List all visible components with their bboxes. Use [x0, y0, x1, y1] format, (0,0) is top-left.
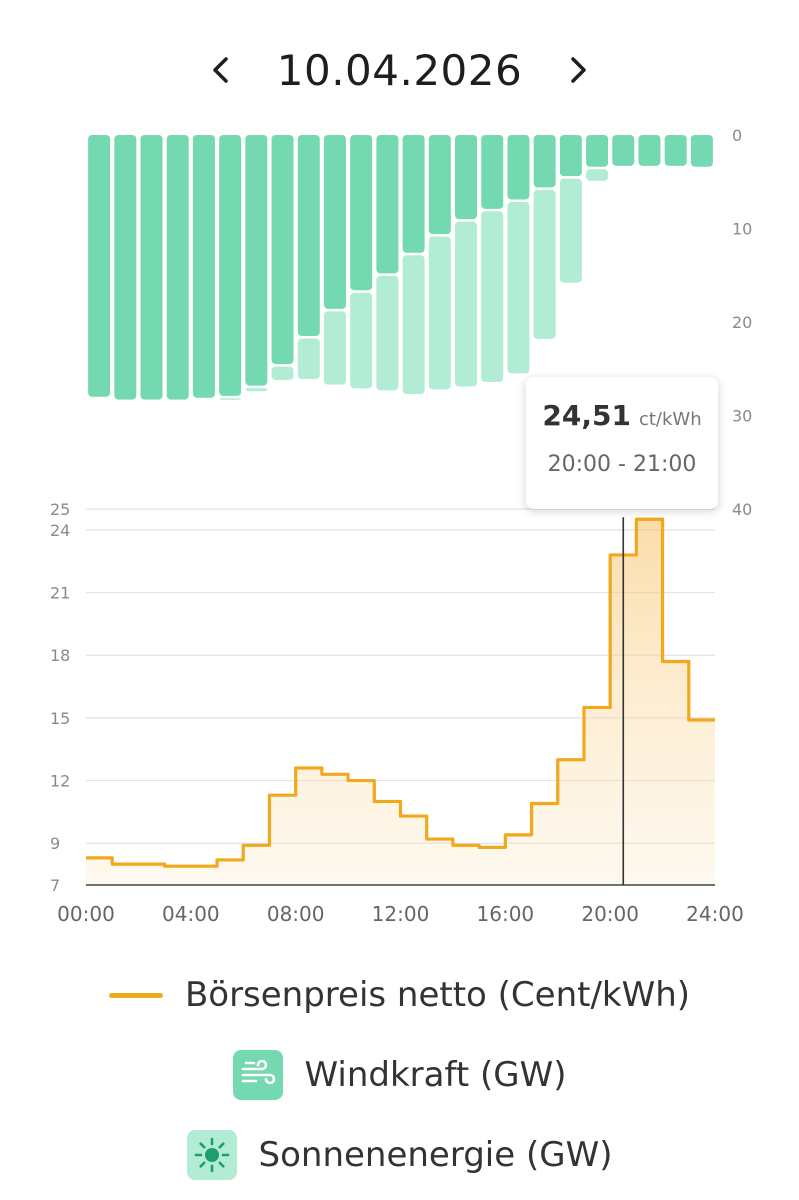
wind-bar[interactable] — [481, 135, 504, 209]
solar-bar[interactable] — [271, 366, 294, 380]
legend-item-price[interactable]: Börsenpreis netto (Cent/kWh) — [0, 955, 799, 1035]
wind-bar[interactable] — [140, 135, 163, 400]
wind-bar[interactable] — [271, 135, 294, 365]
next-day-button[interactable] — [548, 40, 608, 100]
wind-bar[interactable] — [559, 135, 582, 177]
wind-bar[interactable] — [690, 135, 713, 167]
price-y-tick-label: 9 — [50, 834, 60, 853]
sun-icon — [186, 1130, 237, 1180]
tooltip-value: 24,51 — [542, 399, 631, 432]
gw-y-tick-label: 10 — [732, 220, 752, 239]
x-tick-label: 00:00 — [57, 902, 115, 926]
wind-bar[interactable] — [507, 135, 530, 200]
gw-y-tick-label: 0 — [732, 126, 742, 145]
price-area — [86, 519, 715, 885]
wind-bar[interactable] — [533, 135, 556, 188]
solar-bar[interactable] — [245, 388, 268, 392]
wind-bar[interactable] — [297, 135, 320, 337]
chevron-right-icon — [571, 57, 586, 83]
wind-bar[interactable] — [350, 135, 373, 291]
wind-bar[interactable] — [428, 135, 451, 235]
price-y-tick-label: 25 — [50, 500, 70, 519]
solar-bar[interactable] — [350, 292, 373, 389]
chevron-left-icon — [213, 57, 228, 83]
legend-label-price: Börsenpreis netto (Cent/kWh) — [184, 975, 691, 1015]
date-label: 10.04.2026 — [276, 45, 523, 95]
x-tick-label: 16:00 — [477, 902, 535, 926]
wind-bar[interactable] — [114, 135, 137, 400]
price-tooltip: 24,51 ct/kWh 20:00 - 21:00 — [526, 377, 718, 509]
solar-bar[interactable] — [586, 169, 609, 181]
wind-bar[interactable] — [88, 135, 111, 397]
tooltip-unit: ct/kWh — [638, 409, 702, 430]
gw-y-tick-label: 40 — [732, 500, 752, 519]
x-tick-label: 12:00 — [372, 902, 430, 926]
wind-bar[interactable] — [586, 135, 609, 167]
legend-label-solar: Sonnenenergie (GW) — [258, 1135, 613, 1175]
legend-label-wind: Windkraft (GW) — [304, 1055, 567, 1095]
wind-icon — [232, 1050, 283, 1100]
solar-bar[interactable] — [323, 311, 346, 385]
solar-bar[interactable] — [455, 221, 478, 387]
price-line-swatch — [108, 992, 163, 998]
solar-bar[interactable] — [428, 236, 451, 390]
wind-bar[interactable] — [638, 135, 661, 166]
price-y-tick-label: 24 — [50, 521, 70, 540]
solar-bar[interactable] — [297, 338, 320, 380]
price-y-tick-label: 12 — [50, 772, 70, 791]
wind-bar[interactable] — [245, 135, 268, 386]
gw-y-tick-label: 30 — [732, 407, 752, 426]
x-tick-label: 08:00 — [267, 902, 325, 926]
wind-bar[interactable] — [455, 135, 478, 220]
x-tick-label: 04:00 — [162, 902, 220, 926]
price-line[interactable] — [86, 517, 715, 868]
wind-bar[interactable] — [664, 135, 687, 166]
price-y-tick-label: 21 — [50, 584, 70, 603]
tooltip-time-range: 20:00 - 21:00 — [547, 452, 697, 477]
solar-bar[interactable] — [376, 275, 399, 391]
x-tick-label: 20:00 — [581, 902, 639, 926]
wind-bar[interactable] — [192, 135, 215, 398]
prev-day-button[interactable] — [191, 40, 251, 100]
energy-price-chart[interactable]: 7 9 12 15 18 21 24 25 0 10 20 30 40 00:00 04:00 08:00 12… — [0, 0, 799, 950]
solar-bar[interactable] — [533, 189, 556, 339]
solar-bar[interactable] — [559, 178, 582, 283]
legend-item-wind[interactable]: Windkraft (GW) — [0, 1035, 799, 1115]
price-y-tick-label: 7 — [50, 876, 60, 895]
wind-bar[interactable] — [612, 135, 635, 166]
legend-item-solar[interactable]: Sonnenenergie (GW) — [0, 1115, 799, 1195]
price-y-tick-label: 18 — [50, 646, 70, 665]
wind-bar[interactable] — [323, 135, 346, 309]
wind-bar[interactable] — [166, 135, 189, 400]
solar-bar[interactable] — [507, 202, 530, 374]
solar-bar[interactable] — [402, 255, 425, 394]
gw-y-tick-label: 20 — [732, 313, 752, 332]
chart-legend: Börsenpreis netto (Cent/kWh) Windkraft (… — [0, 955, 799, 1195]
wind-bar[interactable] — [402, 135, 425, 253]
price-y-tick-label: 15 — [50, 709, 70, 728]
wind-bar[interactable] — [376, 135, 399, 274]
date-navigator: 10.04.2026 — [0, 30, 799, 110]
x-tick-label: 24:00 — [686, 902, 744, 926]
wind-bar[interactable] — [219, 135, 242, 396]
solar-bar[interactable] — [219, 398, 242, 400]
solar-bar[interactable] — [481, 211, 504, 382]
